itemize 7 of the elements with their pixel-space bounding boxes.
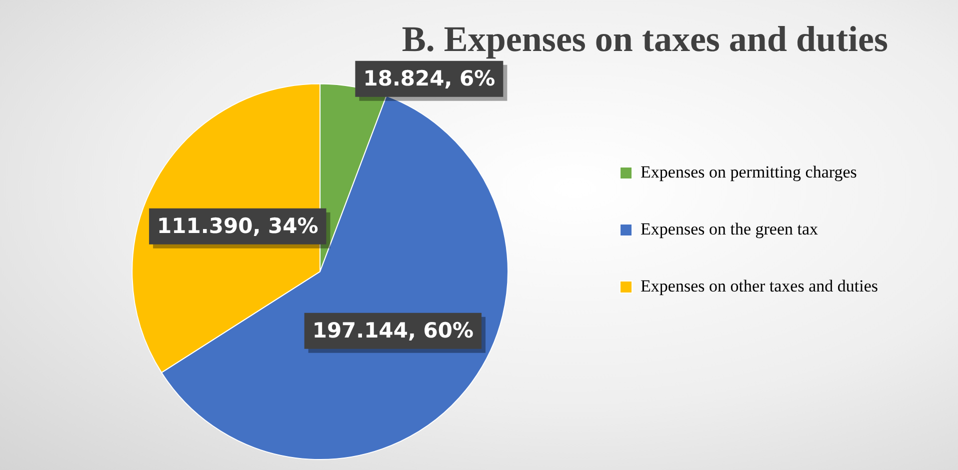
legend-label: Expenses on other taxes and duties [640, 276, 878, 296]
chart-title: B. Expenses on taxes and duties [402, 18, 888, 59]
legend-label: Expenses on the green tax [640, 219, 819, 238]
legend-label: Expenses on permitting charges [640, 162, 857, 182]
data-label: 111.390, 34% [157, 214, 318, 238]
data-label: 18.824, 6% [363, 66, 496, 90]
data-label: 197.144, 60% [312, 318, 474, 342]
